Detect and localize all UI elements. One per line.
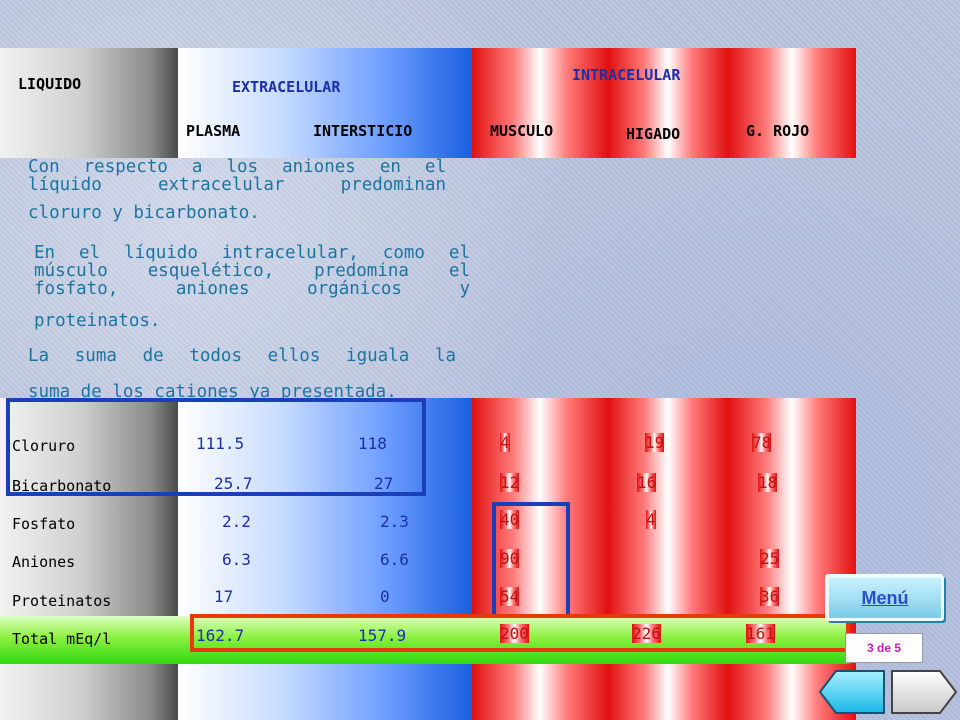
paragraph-line: líquido extracelular predominan [28, 175, 446, 195]
paragraph-extracelular: Con respecto a los aniones en el líquido… [28, 158, 446, 222]
paragraph-intracelular: En el líquido intracelular, como el músc… [34, 244, 470, 330]
menu-button[interactable]: Menú [826, 575, 944, 621]
cell-higado: 16 [637, 473, 657, 492]
cell-higado: 19 [645, 433, 665, 452]
arrow-right-icon[interactable] [888, 668, 958, 716]
cell-higado-total: 226 [632, 624, 661, 643]
cell-plasma: 17 [214, 587, 234, 606]
extracelular-highlight-box [6, 398, 426, 496]
cell-grojo-total: 161 [746, 624, 775, 643]
cell-musculo: 4 [500, 433, 510, 452]
extracelular-header-bg [178, 48, 472, 158]
intersticio-heading: INTERSTICIO [313, 122, 413, 140]
musculo-header-bg [472, 48, 608, 158]
cell-plasma: 6.3 [222, 550, 251, 569]
liquido-heading: LIQUIDO [18, 75, 82, 93]
plasma-heading: PLASMA [186, 122, 241, 140]
cell-higado: 4 [646, 510, 656, 529]
intracelular-heading: INTRACELULAR [572, 66, 681, 84]
paragraph-line: cloruro y bicarbonato. [28, 203, 260, 223]
cell-musculo: 90 [500, 549, 520, 568]
total-row-highlight [0, 616, 850, 664]
row-label-fosfato: Fosfato [12, 515, 76, 533]
cell-plasma: 25.7 [214, 474, 253, 493]
paragraph-line: En el líquido intracelular, como el [34, 243, 470, 263]
paragraph-suma: La suma de todos ellos iguala la suma de… [28, 347, 456, 401]
cell-plasma: 2.2 [222, 512, 251, 531]
cell-musculo: 12 [500, 473, 520, 492]
grojo-header-bg [728, 48, 856, 158]
cell-musculo: 54 [500, 587, 520, 606]
paragraph-line: músculo esquelético, predomina el [34, 261, 470, 281]
paragraph-line: La suma de todos ellos iguala la [28, 346, 456, 366]
cell-plasma: 111.5 [196, 434, 245, 453]
paragraph-line: suma de los cationes ya presentada. [28, 382, 397, 402]
row-label-proteinatos: Proteinatos [12, 592, 112, 610]
cell-intersticio: 0 [380, 587, 390, 606]
grojo-column-bg [728, 398, 856, 720]
higado-column-bg [608, 398, 728, 720]
grojo-heading: G. ROJO [746, 122, 810, 140]
cell-musculo: 40 [500, 510, 520, 529]
extracelular-heading: EXTRACELULAR [232, 78, 341, 96]
cell-intersticio: 27 [374, 474, 394, 493]
cell-intersticio: 2.3 [380, 512, 409, 531]
row-label-bicarbonato: Bicarbonato [12, 477, 112, 495]
higado-heading: HIGADO [626, 125, 681, 143]
musculo-highlight-box [492, 502, 570, 618]
cell-grojo: 36 [760, 587, 780, 606]
higado-header-bg [608, 48, 728, 158]
label-column-bg [0, 398, 178, 720]
cell-grojo: 25 [760, 549, 780, 568]
page-indicator: 3 de 5 [845, 633, 923, 663]
total-highlight-box [190, 614, 850, 652]
cell-plasma-total: 162.7 [196, 626, 245, 645]
cell-intersticio: 6.6 [380, 550, 409, 569]
arrow-left-icon[interactable] [818, 668, 888, 716]
cell-grojo: 18 [758, 473, 778, 492]
cell-intersticio: 118 [358, 434, 387, 453]
row-label-total: Total mEq/l [12, 630, 112, 648]
paragraph-line: Con respecto a los aniones en el [28, 157, 446, 177]
paragraph-line: fosfato, aniones orgánicos y [34, 279, 470, 299]
row-label-cloruro: Cloruro [12, 437, 76, 455]
cell-intersticio-total: 157.9 [358, 626, 407, 645]
paragraph-line: proteinatos. [34, 311, 161, 331]
cell-grojo: 78 [752, 433, 772, 452]
cell-musculo-total: 200 [500, 624, 529, 643]
liquido-header-bg [0, 48, 178, 158]
musculo-heading: MUSCULO [490, 122, 554, 140]
row-label-aniones: Aniones [12, 553, 76, 571]
